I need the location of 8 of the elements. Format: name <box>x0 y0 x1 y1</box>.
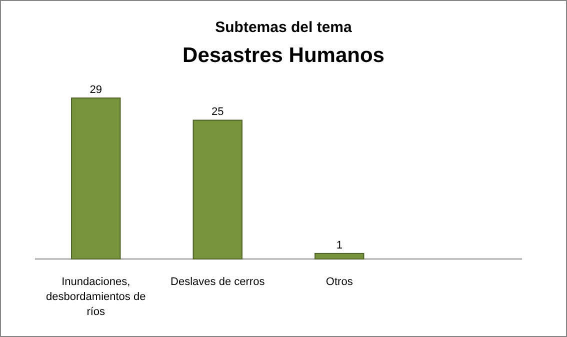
data-label: 29 <box>90 84 102 96</box>
x-tick-label: Inundaciones, desbordamientos de ríos <box>46 276 146 318</box>
x-tick-label: Deslaves de cerros <box>170 276 266 288</box>
data-label: 25 <box>212 106 224 118</box>
data-label: 1 <box>336 239 342 252</box>
x-tick-label: Otros <box>326 276 354 288</box>
chart-subtitle: Desastres Humanos <box>182 44 384 67</box>
chart-title: Subtemas del tema <box>215 19 353 36</box>
